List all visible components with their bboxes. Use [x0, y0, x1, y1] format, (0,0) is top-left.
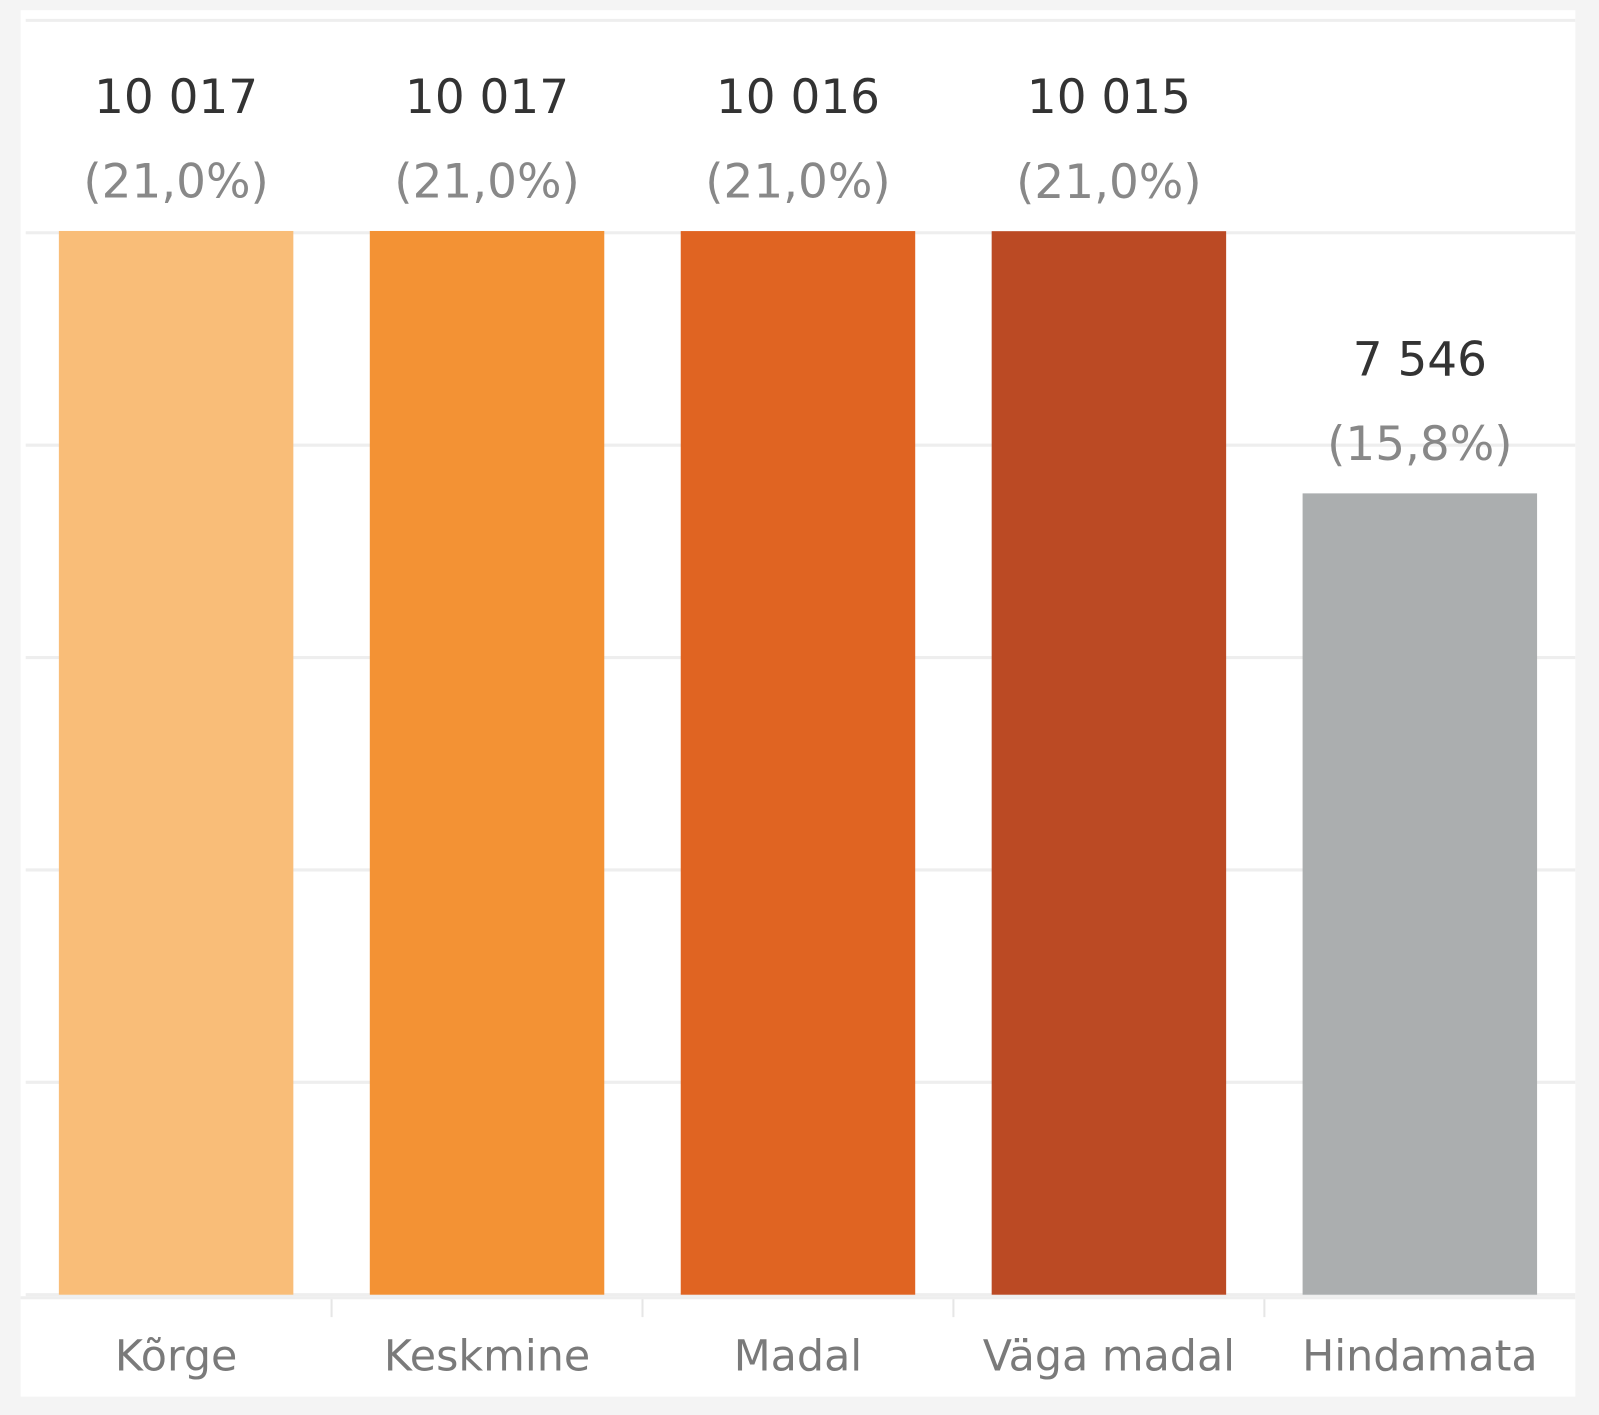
x-tick-label: Väga madal — [983, 1331, 1235, 1381]
share-label: (15,8%) — [1327, 417, 1513, 472]
value-label: 10 015 — [1027, 70, 1191, 125]
share-label: (21,0%) — [1016, 155, 1202, 210]
bar — [991, 231, 1227, 1295]
bar — [680, 231, 916, 1295]
x-tick-label: Keskmine — [384, 1331, 590, 1381]
share-label: (21,0%) — [705, 155, 891, 210]
x-tick-label: Kõrge — [115, 1331, 237, 1381]
value-label: 10 017 — [94, 70, 258, 125]
bar — [1302, 493, 1538, 1295]
bar — [369, 230, 605, 1295]
value-label: 10 016 — [716, 70, 880, 125]
value-label: 7 546 — [1353, 332, 1487, 387]
bar — [58, 230, 294, 1295]
share-label: (21,0%) — [83, 155, 269, 210]
x-tick-label: Madal — [734, 1331, 862, 1381]
value-label: 10 017 — [405, 70, 569, 125]
x-tick-label: Hindamata — [1302, 1331, 1538, 1381]
share-label: (21,0%) — [394, 155, 580, 210]
